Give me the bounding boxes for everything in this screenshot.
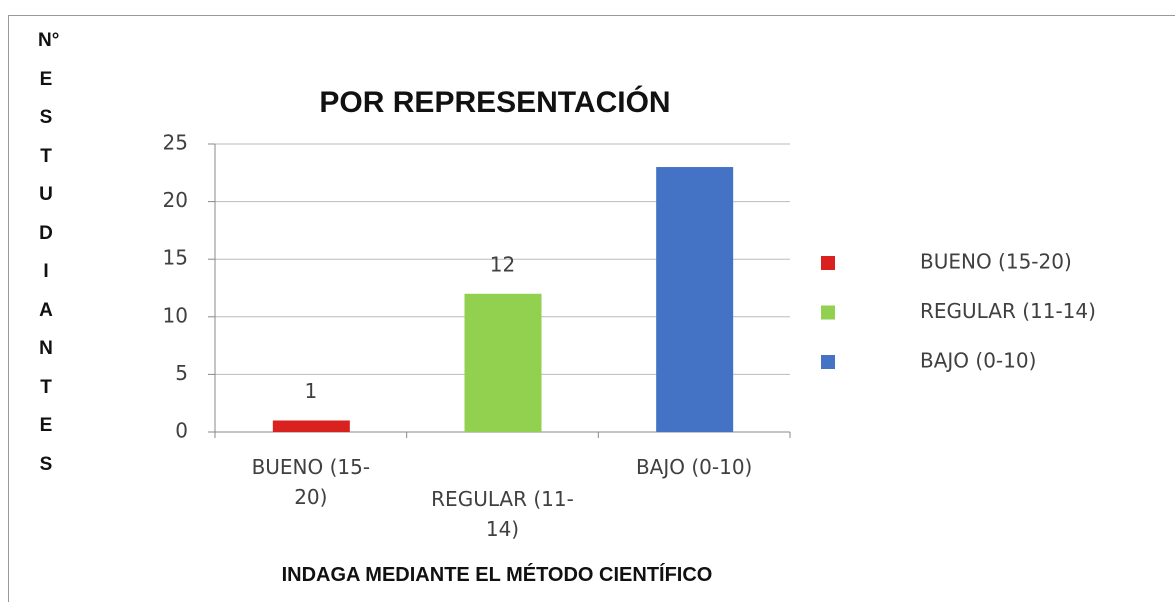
legend-label: BAJO (0-10) <box>920 349 1036 373</box>
y-tick-label: 15 <box>163 246 188 270</box>
y-tick-label: 0 <box>175 419 188 443</box>
x-tick-label: REGULAR (11-14) <box>431 487 574 541</box>
legend-label: BUENO (15-20) <box>920 250 1072 274</box>
legend-swatch <box>821 256 835 270</box>
y-tick-label: 5 <box>175 361 188 385</box>
data-label: 1 <box>304 379 317 403</box>
bar <box>656 167 734 433</box>
chart-title: POR REPRESENTACIÓN <box>319 86 671 119</box>
x-tick-label: BUENO (15-20) <box>251 455 371 509</box>
legend-swatch <box>821 355 835 369</box>
bar <box>272 420 350 432</box>
legend-label: REGULAR (11-14) <box>920 299 1096 323</box>
data-label: 12 <box>490 252 515 276</box>
x-tick-label: BAJO (0-10) <box>635 455 753 479</box>
y-tick-label: 10 <box>163 303 188 327</box>
y-axis-label: N° ESTUDIANTES <box>38 30 60 475</box>
bar <box>464 293 542 432</box>
x-axis-label: INDAGA MEDIANTE EL MÉTODO CIENTÍFICO <box>281 564 713 586</box>
legend-swatch <box>821 305 835 320</box>
frame <box>8 15 1175 602</box>
y-tick-label: 25 <box>163 131 188 155</box>
y-tick-label: 20 <box>163 188 188 212</box>
